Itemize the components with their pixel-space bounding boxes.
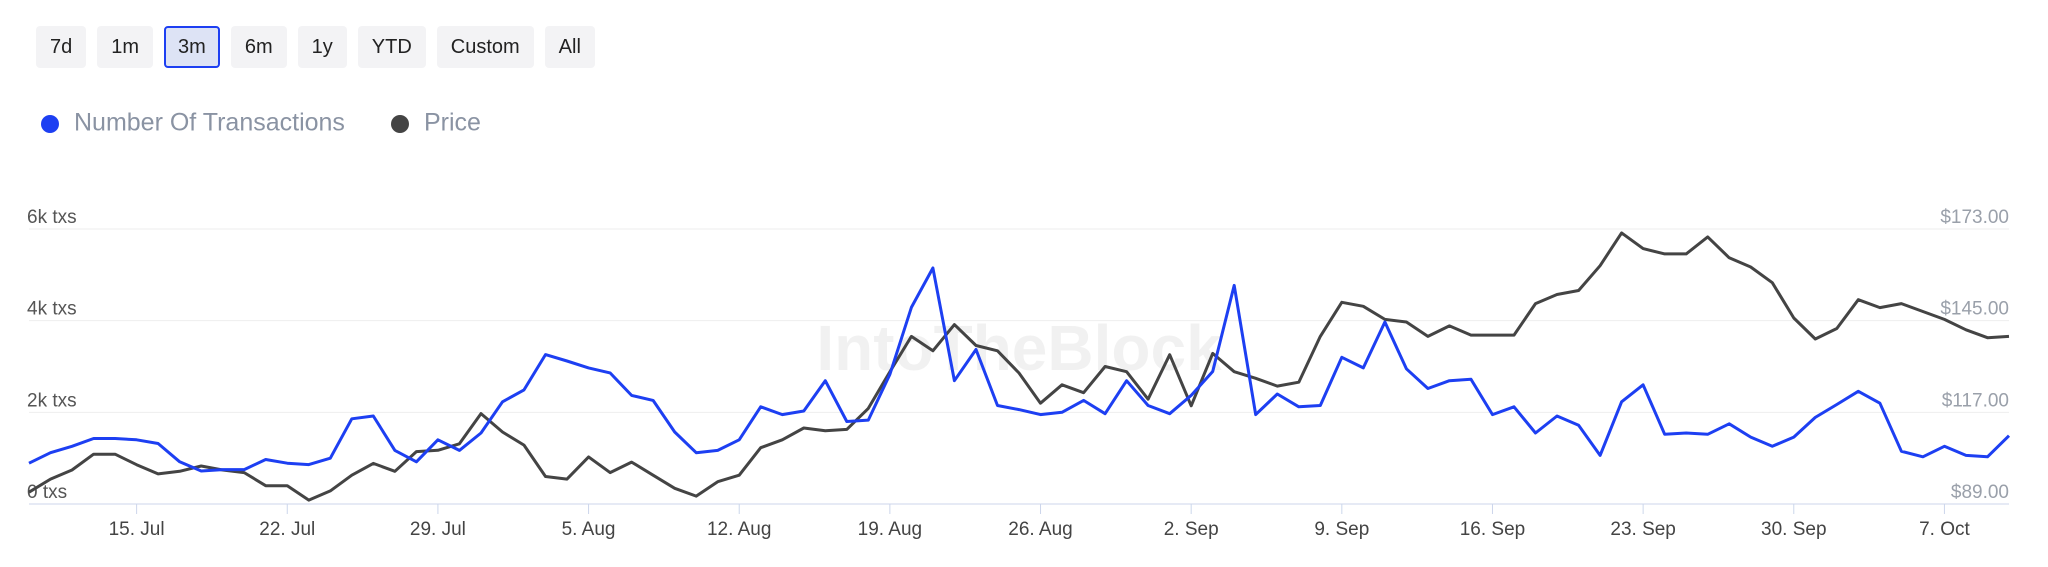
range-button[interactable]: 1y: [297, 26, 347, 68]
range-button[interactable]: 1m: [97, 26, 154, 68]
x-tick-label: 23. Sep: [1610, 519, 1676, 540]
x-tick-label: 29. Jul: [410, 519, 466, 540]
x-tick-label: 15. Jul: [109, 519, 165, 540]
x-tick-label: 26. Aug: [1008, 519, 1072, 540]
y2-tick-label: $145.00: [1940, 299, 2009, 320]
x-tick-label: 2. Sep: [1164, 519, 1219, 540]
range-button[interactable]: 7d: [36, 26, 87, 68]
x-tick-label: 22. Jul: [259, 519, 315, 540]
series-line: [28, 231, 2010, 502]
x-tick-label: 7. Oct: [1919, 519, 1970, 540]
legend-label: Number Of Transactions: [74, 109, 345, 137]
range-selector: 7d 1m 3m 6m 1y YTD Custom All: [36, 26, 595, 68]
legend-marker: [41, 115, 59, 133]
range-button[interactable]: Custom: [436, 26, 534, 68]
series-line: [28, 266, 2011, 473]
y-tick-label: 6k txs: [27, 207, 77, 228]
x-tick-label: 12. Aug: [707, 519, 771, 540]
y2-tick-label: $89.00: [1951, 482, 2009, 503]
y-tick-label: 2k txs: [27, 390, 77, 411]
y-tick-label: 4k txs: [27, 299, 77, 320]
y-tick-label: 0 txs: [27, 482, 67, 503]
range-button[interactable]: YTD: [357, 26, 426, 68]
legend-label: Price: [424, 109, 481, 137]
x-tick-label: 9. Sep: [1314, 519, 1369, 540]
y2-tick-label: $117.00: [1942, 390, 2009, 411]
x-tick-label: 5. Aug: [562, 519, 616, 540]
range-button[interactable]: All: [544, 26, 595, 68]
range-button[interactable]: 3m: [164, 26, 220, 68]
legend-marker: [391, 115, 409, 133]
x-tick-label: 16. Sep: [1460, 519, 1526, 540]
y2-tick-label: $173.00: [1940, 207, 2009, 228]
range-button[interactable]: 6m: [230, 26, 287, 68]
x-tick-label: 30. Sep: [1761, 519, 1827, 540]
x-tick-label: 19. Aug: [858, 519, 922, 540]
